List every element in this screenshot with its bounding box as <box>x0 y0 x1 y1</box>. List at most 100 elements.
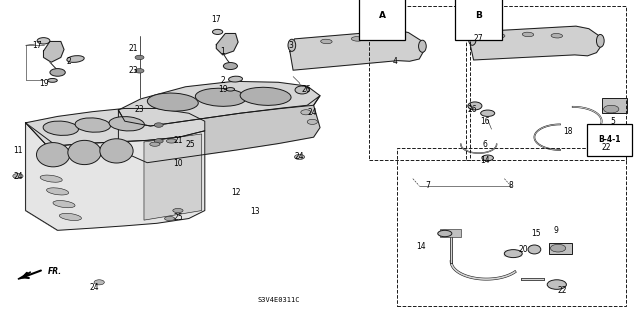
Bar <box>440 229 461 237</box>
Text: 24: 24 <box>307 108 317 117</box>
Ellipse shape <box>68 140 101 165</box>
Circle shape <box>50 69 65 76</box>
Text: 11: 11 <box>13 146 22 155</box>
Circle shape <box>550 244 566 252</box>
Text: B-4-1: B-4-1 <box>598 135 621 144</box>
Ellipse shape <box>43 121 79 135</box>
Text: 21: 21 <box>129 44 138 53</box>
Text: 19: 19 <box>38 79 49 88</box>
Circle shape <box>223 63 237 70</box>
Ellipse shape <box>150 142 160 146</box>
Text: 26: 26 <box>467 105 477 114</box>
Text: S3V4E0311C: S3V4E0311C <box>257 298 300 303</box>
Ellipse shape <box>109 117 145 131</box>
Ellipse shape <box>147 93 198 111</box>
Circle shape <box>37 38 50 44</box>
Ellipse shape <box>351 37 363 41</box>
Text: 19: 19 <box>218 85 228 94</box>
Text: 14: 14 <box>416 242 426 251</box>
Text: 20: 20 <box>518 245 529 254</box>
Ellipse shape <box>504 249 522 258</box>
Text: 26: 26 <box>301 85 311 94</box>
Bar <box>549 243 572 254</box>
Ellipse shape <box>53 201 75 208</box>
Text: 24: 24 <box>13 172 23 181</box>
Bar <box>602 98 627 113</box>
Polygon shape <box>144 134 202 220</box>
Polygon shape <box>44 41 64 62</box>
Text: 18: 18 <box>564 127 573 136</box>
Text: 15: 15 <box>531 229 541 238</box>
Text: B: B <box>476 11 482 20</box>
Circle shape <box>604 105 619 113</box>
Ellipse shape <box>482 155 493 161</box>
Circle shape <box>301 110 311 115</box>
Text: 24: 24 <box>294 152 305 161</box>
Text: 12: 12 <box>231 188 240 197</box>
Ellipse shape <box>67 56 84 63</box>
Circle shape <box>135 55 144 60</box>
Circle shape <box>212 29 223 34</box>
Ellipse shape <box>522 32 534 37</box>
Text: 1: 1 <box>220 47 225 56</box>
Text: 2: 2 <box>67 57 72 66</box>
Text: 22: 22 <box>557 286 566 295</box>
Text: 10: 10 <box>173 159 183 168</box>
Circle shape <box>547 280 566 289</box>
Ellipse shape <box>40 175 62 182</box>
Circle shape <box>154 123 163 127</box>
Ellipse shape <box>100 139 133 163</box>
Ellipse shape <box>321 39 332 44</box>
Polygon shape <box>118 81 320 126</box>
Text: 17: 17 <box>32 41 42 50</box>
Ellipse shape <box>48 78 58 82</box>
Polygon shape <box>216 33 238 55</box>
Ellipse shape <box>438 230 452 237</box>
Bar <box>602 129 627 144</box>
Circle shape <box>13 174 23 179</box>
Polygon shape <box>26 123 58 230</box>
Ellipse shape <box>468 33 476 45</box>
Ellipse shape <box>228 76 243 82</box>
Bar <box>369 6 470 160</box>
Ellipse shape <box>36 143 70 167</box>
Circle shape <box>604 137 619 144</box>
Circle shape <box>135 69 144 73</box>
Text: 27: 27 <box>474 34 484 43</box>
Ellipse shape <box>164 217 175 221</box>
Circle shape <box>154 139 163 143</box>
Ellipse shape <box>551 33 563 38</box>
Text: 21: 21 <box>173 137 182 145</box>
Text: 7: 7 <box>425 181 430 190</box>
Text: 17: 17 <box>211 15 221 24</box>
Text: 4: 4 <box>393 57 398 66</box>
Text: 16: 16 <box>480 117 490 126</box>
Text: 5: 5 <box>611 117 616 126</box>
Circle shape <box>307 119 317 124</box>
Text: 6: 6 <box>483 140 488 149</box>
Text: 25: 25 <box>173 213 183 222</box>
Ellipse shape <box>288 39 296 51</box>
Text: 25: 25 <box>186 140 196 149</box>
Text: 24: 24 <box>90 283 100 292</box>
Polygon shape <box>290 30 424 70</box>
Text: FR.: FR. <box>47 267 61 276</box>
Ellipse shape <box>195 88 246 106</box>
Ellipse shape <box>481 110 495 116</box>
Circle shape <box>94 280 104 285</box>
Ellipse shape <box>227 88 234 91</box>
Polygon shape <box>118 96 320 163</box>
Ellipse shape <box>468 102 482 110</box>
Ellipse shape <box>381 35 393 40</box>
Ellipse shape <box>240 87 291 105</box>
Text: 3: 3 <box>288 41 293 50</box>
Ellipse shape <box>295 86 309 94</box>
Ellipse shape <box>60 213 81 220</box>
Text: 23: 23 <box>134 105 145 114</box>
Bar <box>397 148 626 306</box>
Ellipse shape <box>528 245 541 254</box>
Ellipse shape <box>166 139 177 143</box>
Ellipse shape <box>47 188 68 195</box>
Text: 14: 14 <box>480 156 490 165</box>
Polygon shape <box>26 123 205 230</box>
